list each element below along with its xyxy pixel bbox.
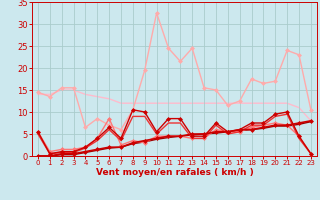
X-axis label: Vent moyen/en rafales ( km/h ): Vent moyen/en rafales ( km/h )	[96, 168, 253, 177]
